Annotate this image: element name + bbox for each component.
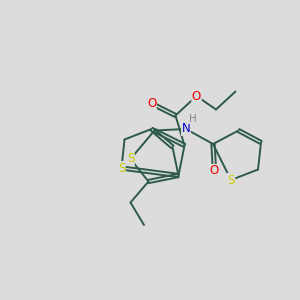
Text: H: H	[189, 113, 196, 124]
Text: O: O	[192, 89, 201, 103]
Text: N: N	[182, 122, 190, 136]
Text: O: O	[147, 97, 156, 110]
Text: S: S	[127, 152, 134, 166]
Text: S: S	[227, 173, 235, 187]
Text: S: S	[118, 161, 125, 175]
Text: O: O	[210, 164, 219, 178]
